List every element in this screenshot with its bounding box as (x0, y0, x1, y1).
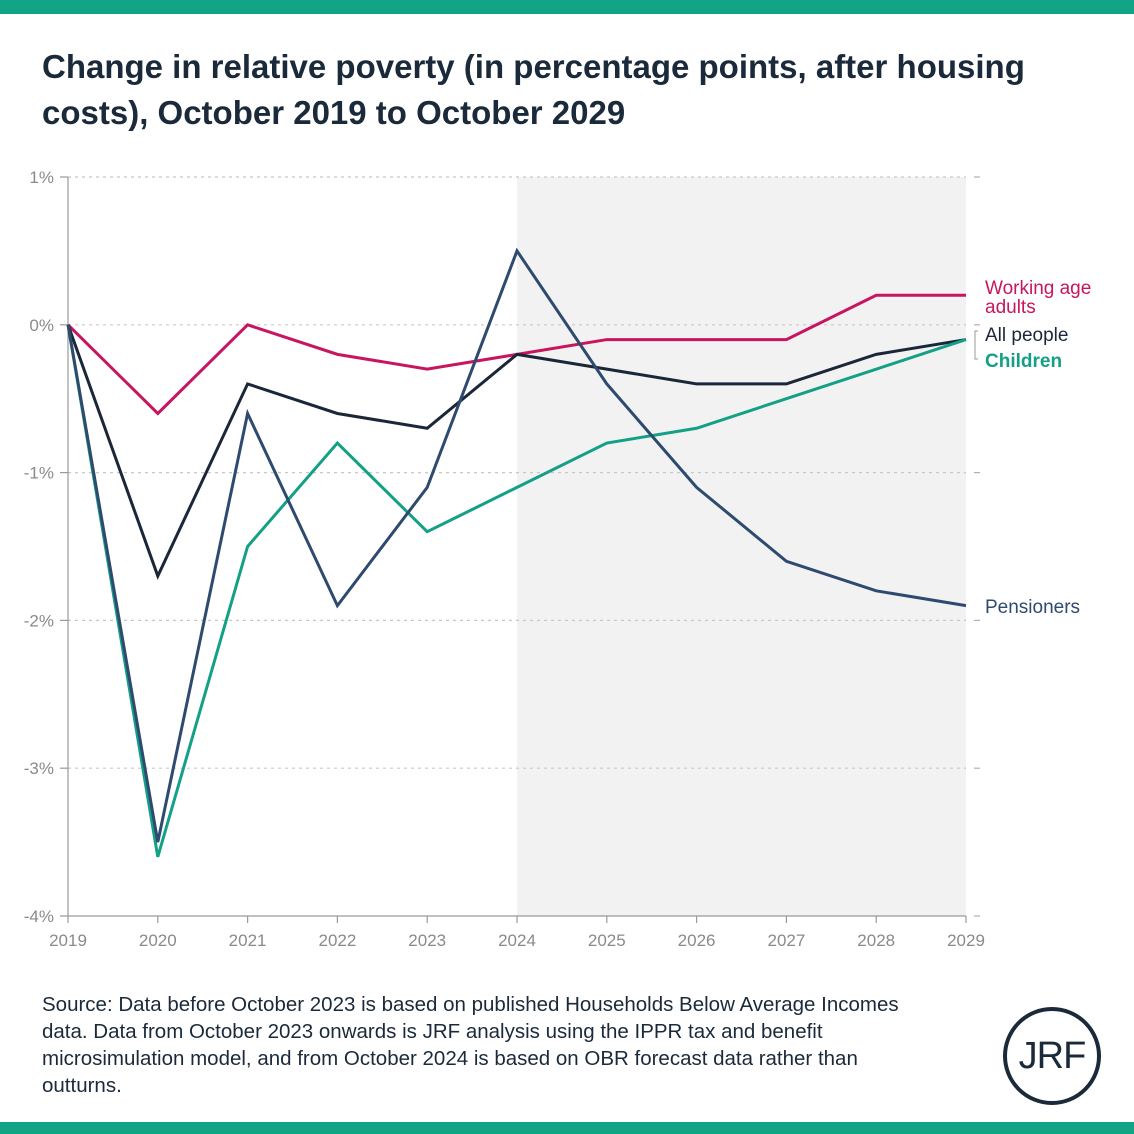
series-label-working-age-adults: adults (985, 297, 1036, 318)
series-label-all-people: All people (985, 325, 1068, 346)
y-tick-label: 1% (29, 168, 54, 187)
x-tick-label: 2022 (318, 931, 356, 950)
x-tick-label: 2028 (857, 931, 895, 950)
top-accent-bar (0, 0, 1134, 14)
y-tick-label: -2% (24, 611, 54, 630)
y-tick-label: -1% (24, 464, 54, 483)
x-tick-label: 2019 (49, 931, 87, 950)
y-tick-label: 0% (29, 316, 54, 335)
forecast-shaded-region (517, 177, 966, 916)
x-tick-label: 2027 (767, 931, 805, 950)
x-tick-label: 2025 (588, 931, 626, 950)
x-tick-label: 2029 (947, 931, 985, 950)
series-line-all-people (66, 324, 967, 580)
series-line-children (66, 324, 967, 858)
chart-title: Change in relative poverty (in percentag… (42, 48, 1025, 131)
label-bracket (974, 330, 978, 360)
x-tick-label: 2021 (229, 931, 267, 950)
x-tick-label: 2023 (408, 931, 446, 950)
series-label-working-age-adults: Working age (985, 278, 1091, 299)
source-note: Source: Data before October 2023 is base… (42, 993, 899, 1097)
x-tick-label: 2020 (139, 931, 177, 950)
bottom-accent-bar (0, 1122, 1134, 1134)
y-tick-label: -4% (24, 907, 54, 926)
series-line-pensioners (66, 247, 967, 843)
x-tick-label: 2026 (678, 931, 716, 950)
x-tick-label: 2024 (498, 931, 536, 950)
series-label-pensioners: Pensioners (985, 597, 1080, 618)
jrf-logo: JRF (1003, 1007, 1101, 1105)
series-label-children: Children (985, 351, 1062, 372)
y-tick-label: -3% (24, 759, 54, 778)
